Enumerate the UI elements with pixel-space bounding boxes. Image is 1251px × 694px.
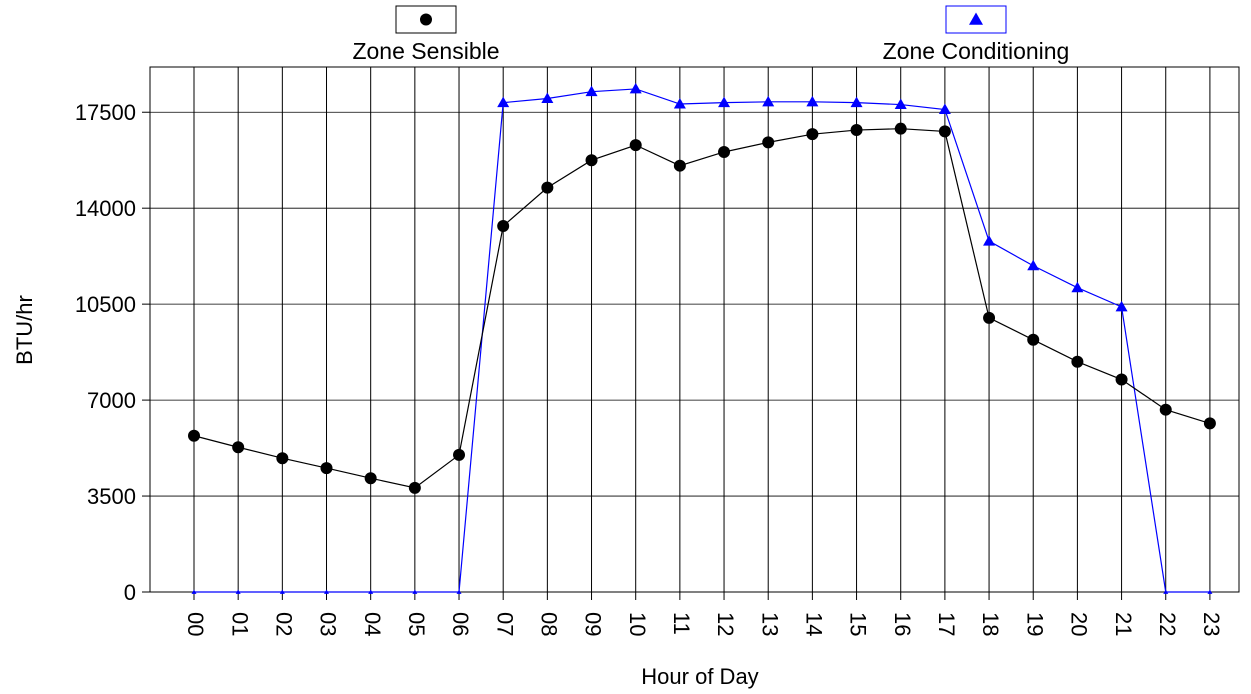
x-tick-label: 01	[227, 612, 252, 636]
data-point	[1115, 373, 1128, 386]
x-tick-label: 10	[625, 612, 650, 636]
x-tick-label: 09	[581, 612, 606, 636]
x-tick-label: 04	[360, 612, 385, 636]
data-point	[541, 181, 554, 194]
data-point	[191, 589, 197, 594]
x-tick-label: 20	[1067, 612, 1092, 636]
x-tick-label: 00	[183, 612, 208, 636]
data-point	[235, 589, 241, 594]
x-axis-label: Hour of Day	[641, 664, 758, 689]
data-point	[938, 103, 951, 114]
x-tick-label: 06	[448, 612, 473, 636]
plot-area	[149, 66, 1240, 593]
legend-label: Zone Sensible	[352, 38, 499, 64]
x-tick-label: 03	[316, 612, 341, 636]
data-point	[497, 220, 510, 233]
data-point	[456, 589, 462, 594]
data-point	[1027, 333, 1040, 346]
x-tick-label: 12	[713, 612, 738, 636]
data-point	[1203, 417, 1216, 430]
data-point	[497, 96, 510, 108]
x-axis: 00 01 02 03 04 05 06 07 08 09 10 11 12 13 14 15 16 17 18 19…	[183, 612, 1224, 636]
x-tick-label: 11	[669, 612, 694, 635]
x-tick-label: 02	[272, 612, 297, 636]
data-point	[1163, 589, 1169, 594]
data-point	[585, 154, 598, 167]
x-tick-label: 17	[934, 612, 959, 636]
data-point	[983, 311, 996, 324]
data-point	[806, 95, 819, 107]
data-point	[408, 481, 421, 494]
data-point	[368, 589, 374, 594]
data-point	[188, 429, 200, 442]
x-tick-label: 18	[978, 612, 1003, 636]
y-tick-label: 3500	[87, 484, 136, 509]
legend-marker	[420, 13, 432, 26]
legend: Zone Sensible Zone Conditioning	[352, 5, 1070, 64]
data-point	[541, 92, 554, 104]
data-point	[938, 125, 951, 138]
series	[188, 82, 1216, 594]
x-tick-label: 13	[757, 612, 782, 636]
x-tick-label: 21	[1111, 612, 1136, 636]
data-point	[232, 441, 245, 454]
y-axis-label: BTU/hr	[12, 295, 37, 365]
data-point	[1027, 259, 1040, 271]
data-point	[718, 96, 731, 108]
data-point	[412, 589, 418, 594]
x-tick-label: 05	[404, 612, 429, 636]
data-point	[894, 122, 907, 135]
data-point	[806, 128, 819, 141]
x-tick-label: 16	[890, 612, 915, 636]
x-tick-label: 23	[1199, 612, 1224, 636]
x-tick-label: 14	[802, 612, 827, 636]
data-point	[762, 95, 775, 107]
series-line-0	[193, 128, 1211, 489]
data-point	[894, 98, 907, 110]
data-point	[585, 85, 598, 97]
data-point	[1115, 300, 1128, 312]
data-point	[762, 136, 775, 149]
data-point	[673, 159, 686, 172]
y-tick-label: 14000	[75, 196, 136, 221]
data-point	[718, 145, 731, 158]
data-point	[850, 96, 863, 108]
data-point	[850, 124, 863, 137]
x-tick-label: 08	[537, 612, 562, 636]
data-point	[1071, 281, 1084, 293]
y-tick-label: 17500	[75, 100, 136, 125]
data-point	[1071, 355, 1084, 368]
y-tick-label: 0	[124, 580, 136, 605]
data-point	[673, 98, 686, 109]
x-tick-label: 07	[492, 612, 517, 636]
gridlines	[150, 67, 1239, 600]
series-line-1	[194, 88, 1210, 593]
data-point	[320, 462, 333, 475]
data-point	[453, 448, 466, 461]
data-point	[1207, 589, 1213, 594]
data-point	[276, 452, 289, 465]
data-point	[324, 589, 330, 594]
data-point	[1159, 403, 1172, 416]
data-point	[364, 472, 377, 485]
legend-label: Zone Conditioning	[883, 38, 1070, 64]
legend-marker	[969, 12, 983, 25]
x-tick-label: 22	[1155, 612, 1180, 636]
data-point	[279, 589, 285, 594]
data-point	[629, 82, 642, 94]
data-point	[629, 139, 642, 152]
y-axis: 0 3500 7000 10500 14000 17500	[75, 100, 150, 605]
data-point	[983, 235, 996, 246]
y-tick-label: 7000	[87, 388, 136, 413]
x-tick-label: 19	[1022, 612, 1047, 636]
x-tick-label: 15	[846, 612, 871, 636]
y-tick-label: 10500	[75, 292, 136, 317]
